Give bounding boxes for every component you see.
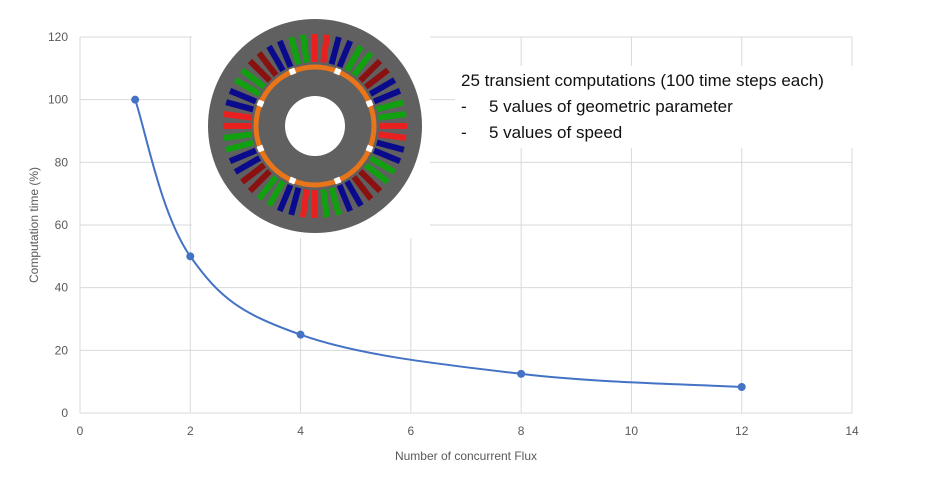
winding-slot [376,99,405,113]
winding-slot [363,162,390,185]
stator-windings [223,34,407,218]
annotation-title: 25 transient computations (100 time step… [461,71,824,90]
x-tick-label: 10 [625,424,639,438]
winding-slot [336,39,353,69]
annotation-bullet-text: 5 values of speed [489,123,623,142]
y-tick-label: 0 [61,406,68,420]
winding-slot [225,139,254,153]
winding-slot [223,111,252,121]
winding-slot [288,187,302,216]
y-tick-label: 40 [55,281,69,295]
rotor-magnet-gap [365,144,374,153]
winding-slot [240,162,267,185]
winding-slot [277,183,294,213]
winding-slot [225,99,254,113]
winding-slot [223,131,252,141]
winding-slot [363,67,390,90]
winding-slot [344,179,364,208]
chart-annotation: 25 transient computations (100 time step… [455,66,907,148]
winding-slot [256,174,279,201]
x-tick-label: 2 [187,424,194,438]
data-points [131,95,746,391]
data-point [737,382,746,391]
annotation-bullet: - 5 values of geometric parameter [461,94,901,120]
winding-slot [320,189,330,218]
annotation-bullet: - 5 values of speed [461,120,901,146]
winding-slot [368,77,397,97]
winding-slot [312,190,318,218]
x-axis-title: Number of concurrent Flux [395,449,537,463]
rotor-magnet-gap [365,99,374,108]
rotor-magnet-gap [256,144,265,153]
x-tick-label: 8 [518,424,525,438]
rotor-magnet-gap [288,176,297,185]
x-tick-label: 4 [297,424,304,438]
winding-slot [266,44,286,73]
y-tick-label: 120 [48,30,68,44]
winding-slot [378,111,407,121]
annotation-bullet-text: 5 values of geometric parameter [489,97,733,116]
winding-slot [351,51,374,78]
y-tick-label: 100 [48,93,68,107]
rotor-magnet-gap [256,99,265,108]
winding-slot [372,147,402,164]
winding-slot [379,123,407,129]
winding-slot [351,174,374,201]
x-tick-label: 0 [77,424,84,438]
winding-slot [368,155,397,175]
rotor-magnet-gap [288,67,297,76]
winding-slot [378,131,407,141]
winding-slot [240,67,267,90]
winding-slot [247,58,272,83]
y-tick-label: 20 [55,343,69,357]
series-line [134,99,742,388]
winding-slot [300,34,310,63]
winding-slot [233,77,262,97]
winding-slot [223,123,251,129]
winding-slot [336,183,353,213]
tick-labels: 0 2 4 6 8 10 12 14 0 20 40 60 80 100 120 [48,30,859,438]
data-point [186,252,195,261]
annotation-dash: - [461,97,467,116]
x-tick-label: 6 [408,424,415,438]
x-tick-label: 12 [735,424,749,438]
y-tick-label: 80 [55,155,69,169]
annotation-dash: - [461,123,467,142]
winding-slot [376,139,405,153]
rotor-magnet-gap [333,176,342,185]
data-point [517,369,526,378]
winding-slot [300,189,310,218]
winding-slot [288,36,302,65]
winding-slot [256,51,279,78]
data-point [131,95,140,104]
y-axis-title: Computation time (%) [27,167,41,283]
data-point [296,330,305,339]
motor-inset-image [192,19,430,238]
winding-slot [328,36,342,65]
winding-slot [228,147,258,164]
winding-slot [344,44,364,73]
rotor-magnet-gap [333,67,342,76]
winding-slot [358,169,383,194]
winding-slot [228,88,258,105]
winding-slot [372,88,402,105]
winding-slot [312,34,318,62]
winding-slot [320,34,330,63]
x-tick-label: 14 [845,424,859,438]
winding-slot [233,155,262,175]
winding-slot [266,179,286,208]
winding-slot [358,58,383,83]
winding-slot [277,39,294,69]
winding-slot [328,187,342,216]
winding-slot [247,169,272,194]
y-tick-label: 60 [55,218,69,232]
